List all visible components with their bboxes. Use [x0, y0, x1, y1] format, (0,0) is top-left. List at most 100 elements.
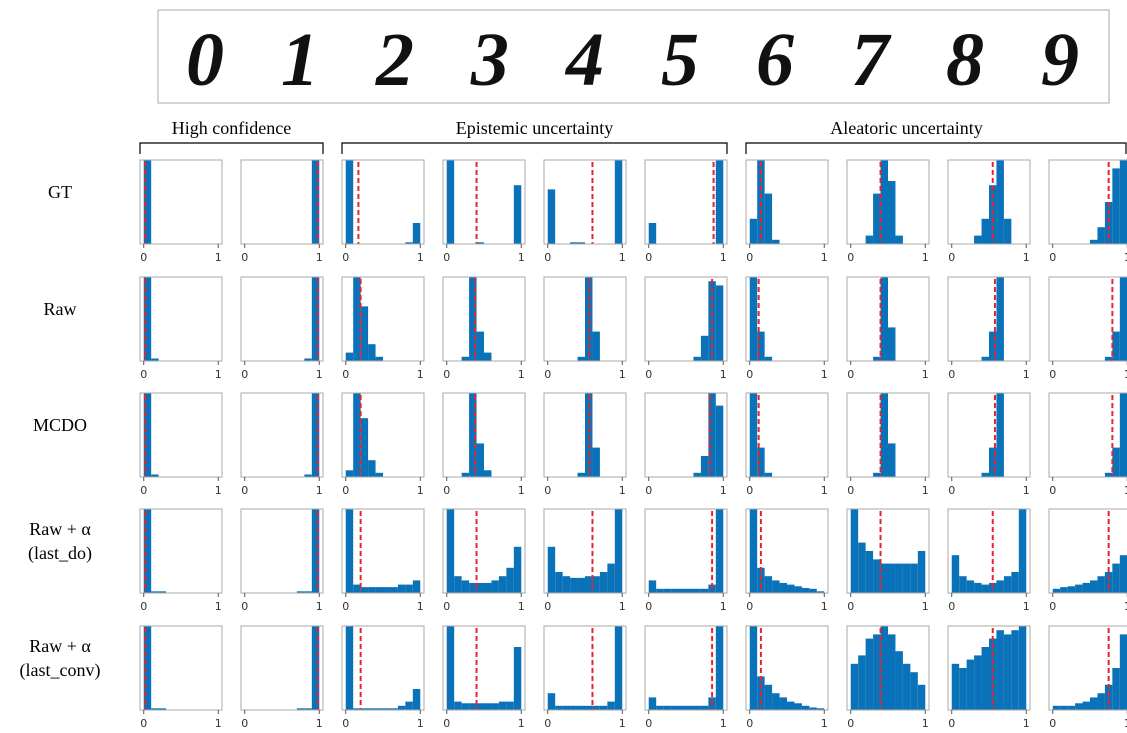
bar	[982, 647, 989, 710]
bar	[353, 585, 360, 593]
bar	[866, 551, 873, 593]
x-tick-label: 1	[518, 484, 525, 497]
x-tick-label: 1	[720, 717, 727, 730]
bar	[873, 357, 880, 361]
x-tick-label: 0	[746, 717, 753, 730]
group-bracket	[342, 143, 727, 154]
bar	[881, 393, 888, 477]
x-tick-label: 1	[619, 717, 626, 730]
digit: 6	[756, 18, 794, 102]
bar	[376, 357, 383, 361]
row-label: (last_do)	[28, 543, 92, 564]
bar	[716, 285, 723, 361]
x-tick-label: 0	[443, 368, 450, 381]
x-tick-label: 1	[417, 600, 424, 613]
x-tick-label: 0	[443, 600, 450, 613]
x-tick-label: 1	[417, 368, 424, 381]
bar	[555, 572, 562, 593]
bar	[903, 564, 910, 593]
bar	[693, 473, 700, 477]
x-tick-label: 1	[821, 484, 828, 497]
bar	[881, 160, 888, 244]
group-title: Epistemic uncertainty	[456, 118, 613, 138]
bar	[851, 664, 858, 710]
x-tick-label: 0	[948, 368, 955, 381]
bar	[563, 706, 570, 710]
x-tick-label: 0	[1049, 600, 1056, 613]
bar	[858, 543, 865, 593]
x-tick-label: 0	[342, 484, 349, 497]
row-label: MCDO	[33, 415, 87, 435]
bar	[405, 585, 412, 593]
x-tick-label: 0	[645, 717, 652, 730]
bar	[1083, 583, 1090, 593]
x-tick-label: 1	[720, 368, 727, 381]
x-tick-label: 1	[417, 484, 424, 497]
x-tick-label: 0	[645, 484, 652, 497]
bar	[368, 587, 375, 593]
bar	[578, 473, 585, 477]
bar	[1120, 393, 1127, 477]
bar	[477, 583, 484, 593]
bar	[454, 576, 461, 593]
bar	[679, 706, 686, 710]
x-tick-label: 1	[619, 251, 626, 264]
bar	[716, 509, 723, 593]
x-tick-label: 0	[746, 600, 753, 613]
bar	[974, 655, 981, 710]
panel-frame	[342, 626, 424, 710]
bar	[750, 626, 757, 710]
bar	[765, 357, 772, 361]
digit: 4	[564, 18, 604, 102]
x-tick-label: 0	[847, 600, 854, 613]
group-title: High confidence	[172, 118, 291, 138]
bar	[772, 693, 779, 710]
bar	[780, 583, 787, 593]
bar	[346, 626, 353, 710]
bar	[607, 702, 614, 710]
bar	[656, 706, 663, 710]
bar	[413, 223, 420, 244]
x-tick-label: 0	[140, 717, 147, 730]
bar	[895, 236, 902, 244]
bar	[959, 668, 966, 710]
bar	[469, 583, 476, 593]
bar	[656, 589, 663, 593]
bar	[750, 393, 757, 477]
bar	[664, 706, 671, 710]
x-tick-label: 1	[215, 717, 222, 730]
bar	[563, 576, 570, 593]
bar	[881, 564, 888, 593]
panel-frame	[241, 277, 323, 361]
bar	[1019, 626, 1026, 710]
bar	[398, 585, 405, 593]
bar	[750, 509, 757, 593]
bar	[802, 706, 809, 710]
x-tick-label: 0	[443, 484, 450, 497]
bar	[447, 160, 454, 244]
bar	[405, 702, 412, 710]
x-tick-label: 1	[215, 251, 222, 264]
panel-frame	[645, 160, 727, 244]
bar	[866, 236, 873, 244]
bar	[1112, 332, 1119, 361]
panel-frame	[241, 160, 323, 244]
bar	[1090, 697, 1097, 710]
bar	[1105, 473, 1112, 477]
bar	[361, 306, 368, 361]
x-tick-label: 1	[316, 251, 323, 264]
x-tick-label: 0	[746, 251, 753, 264]
x-tick-label: 0	[342, 368, 349, 381]
bar	[888, 327, 895, 361]
bar	[671, 589, 678, 593]
bar	[578, 357, 585, 361]
x-tick-label: 1	[316, 368, 323, 381]
bar	[1068, 706, 1075, 710]
bar	[686, 706, 693, 710]
bar	[578, 706, 585, 710]
bar	[1112, 168, 1119, 244]
bar	[679, 589, 686, 593]
bar	[413, 689, 420, 710]
bar	[1053, 706, 1060, 710]
page: 0123456789High confidenceEpistemic uncer…	[0, 0, 1127, 733]
